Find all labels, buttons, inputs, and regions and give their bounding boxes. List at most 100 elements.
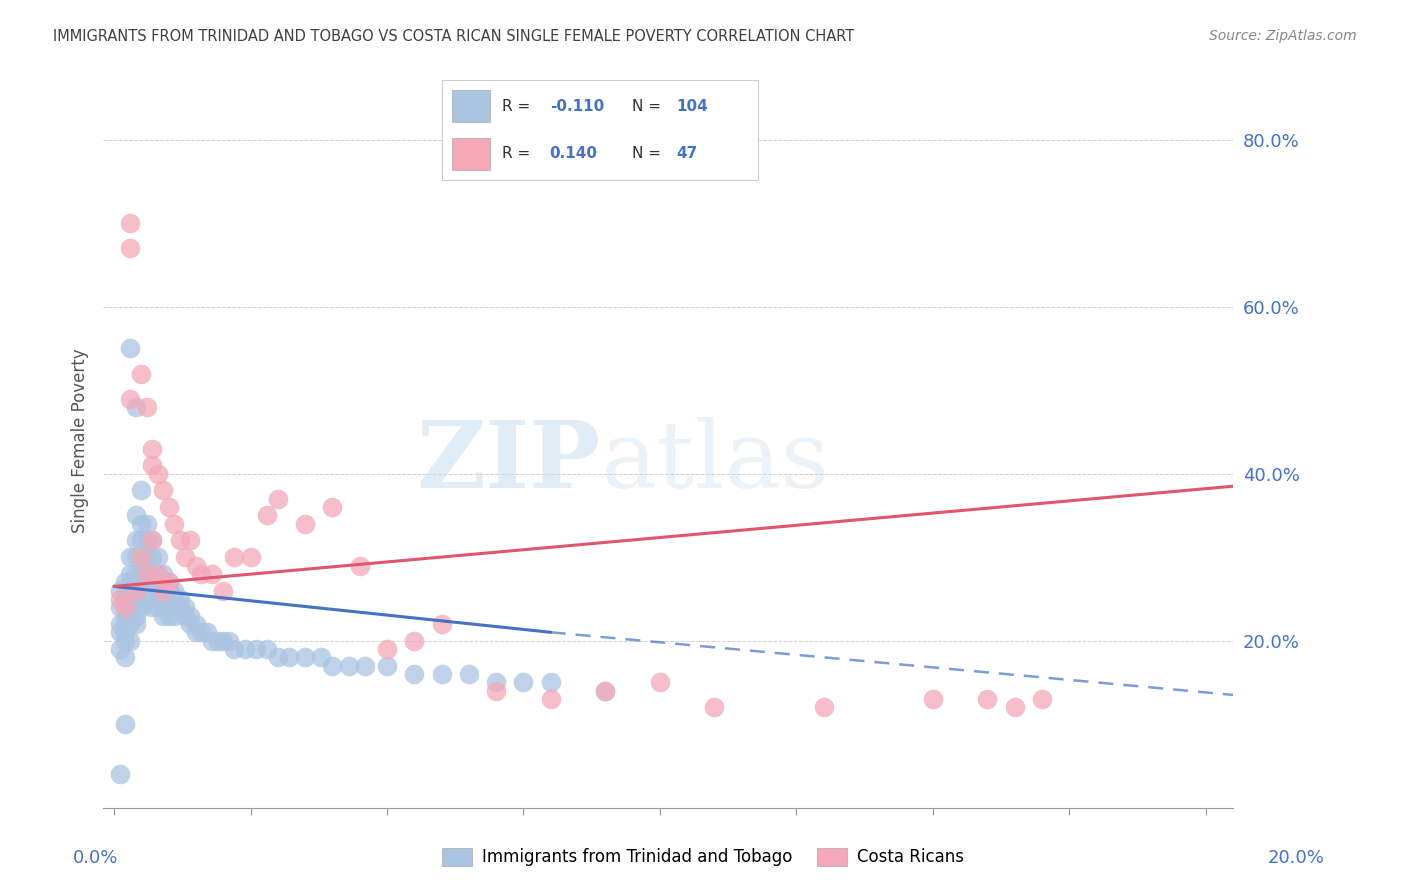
Point	[120, 608, 142, 623]
Point	[485, 675, 508, 690]
Point	[114, 608, 136, 623]
Point	[152, 575, 174, 590]
Point	[245, 642, 267, 657]
Point	[157, 575, 180, 590]
Point	[179, 617, 201, 632]
Point	[152, 583, 174, 598]
Point	[294, 516, 316, 531]
Point	[135, 591, 157, 606]
Point	[146, 467, 169, 481]
Point	[120, 241, 142, 255]
Point	[321, 500, 343, 514]
Point	[294, 650, 316, 665]
Text: IMMIGRANTS FROM TRINIDAD AND TOBAGO VS COSTA RICAN SINGLE FEMALE POVERTY CORRELA: IMMIGRANTS FROM TRINIDAD AND TOBAGO VS C…	[53, 29, 855, 44]
Point	[595, 683, 617, 698]
Point	[146, 566, 169, 581]
Text: atlas: atlas	[600, 417, 830, 508]
Point	[131, 367, 153, 381]
Point	[125, 608, 148, 623]
Point	[125, 508, 148, 523]
Point	[212, 633, 235, 648]
Point	[135, 566, 157, 581]
Point	[141, 442, 163, 456]
Point	[120, 633, 142, 648]
Point	[233, 642, 256, 657]
Point	[135, 400, 157, 414]
Point	[120, 583, 142, 598]
Point	[485, 683, 508, 698]
Point	[114, 717, 136, 731]
Point	[114, 633, 136, 648]
Y-axis label: Single Female Poverty: Single Female Poverty	[72, 348, 89, 533]
Point	[120, 600, 142, 615]
Point	[512, 675, 534, 690]
Point	[141, 458, 163, 473]
Point	[267, 491, 290, 506]
Point	[179, 533, 201, 548]
Point	[146, 583, 169, 598]
Point	[311, 650, 333, 665]
Point	[195, 625, 218, 640]
Point	[135, 516, 157, 531]
Point	[141, 566, 163, 581]
Point	[125, 533, 148, 548]
Text: ZIP: ZIP	[416, 417, 600, 508]
Point	[108, 600, 131, 615]
Point	[190, 625, 212, 640]
Point	[120, 216, 142, 230]
Point	[169, 600, 191, 615]
Point	[120, 566, 142, 581]
Point	[349, 558, 371, 573]
Point	[174, 608, 197, 623]
Point	[125, 575, 148, 590]
Point	[146, 566, 169, 581]
Point	[239, 550, 262, 565]
Point	[256, 508, 278, 523]
Point	[152, 566, 174, 581]
Point	[157, 500, 180, 514]
Point	[120, 591, 142, 606]
Point	[146, 591, 169, 606]
Point	[169, 533, 191, 548]
Point	[125, 566, 148, 581]
Point	[218, 633, 240, 648]
Point	[267, 650, 290, 665]
Point	[135, 566, 157, 581]
Point	[131, 516, 153, 531]
Point	[375, 658, 398, 673]
Point	[430, 667, 453, 681]
Point	[131, 550, 153, 565]
Point	[114, 650, 136, 665]
Point	[131, 600, 153, 615]
Point	[146, 600, 169, 615]
Point	[120, 392, 142, 406]
Point	[540, 692, 562, 706]
Point	[131, 566, 153, 581]
Point	[354, 658, 377, 673]
Point	[131, 533, 153, 548]
Point	[141, 600, 163, 615]
Point	[120, 550, 142, 565]
Point	[169, 591, 191, 606]
Point	[277, 650, 299, 665]
Point	[120, 617, 142, 632]
Point	[1031, 692, 1053, 706]
Point	[135, 575, 157, 590]
Point	[152, 608, 174, 623]
Point	[135, 550, 157, 565]
Point	[157, 608, 180, 623]
Point	[457, 667, 479, 681]
Point	[135, 533, 157, 548]
Point	[125, 617, 148, 632]
Point	[108, 642, 131, 657]
Point	[114, 625, 136, 640]
Point	[131, 483, 153, 498]
Point	[108, 625, 131, 640]
Point	[108, 767, 131, 781]
Point	[131, 575, 153, 590]
Point	[120, 342, 142, 356]
Point	[201, 566, 224, 581]
Point	[337, 658, 360, 673]
Text: Source: ZipAtlas.com: Source: ZipAtlas.com	[1209, 29, 1357, 43]
Point	[108, 591, 131, 606]
